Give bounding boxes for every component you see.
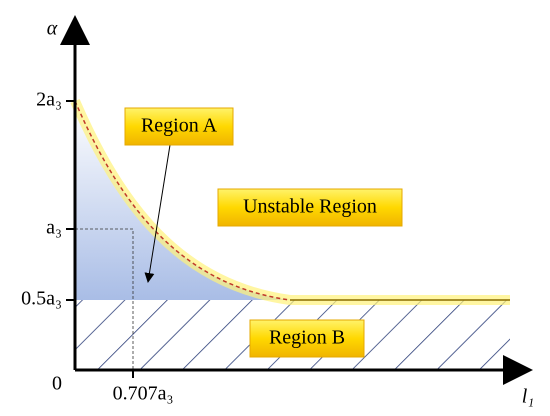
label-box — [217, 188, 403, 227]
label-box — [249, 319, 365, 358]
y-tick-label: 2a₃ — [36, 89, 62, 111]
y-axis-label: α — [47, 18, 58, 40]
label-box — [124, 107, 234, 146]
boundary-glow — [70, 99, 510, 305]
region-b-label: Region B — [269, 327, 345, 349]
region-a-fill — [75, 101, 290, 300]
pointer-arrow — [144, 144, 171, 283]
x-tick-label: 0.707a₃ — [113, 383, 174, 405]
boundary-curve — [74, 100, 291, 301]
y-tick-label: 0.5a₃ — [21, 288, 62, 310]
unstable-region-label: Unstable Region — [243, 196, 377, 218]
origin-label: 0 — [52, 373, 62, 395]
x-axis-label: l₁ — [522, 386, 535, 408]
region-a-label: Region A — [141, 115, 218, 137]
guide-lines — [75, 228, 134, 370]
y-tick-label: a₃ — [46, 217, 62, 239]
